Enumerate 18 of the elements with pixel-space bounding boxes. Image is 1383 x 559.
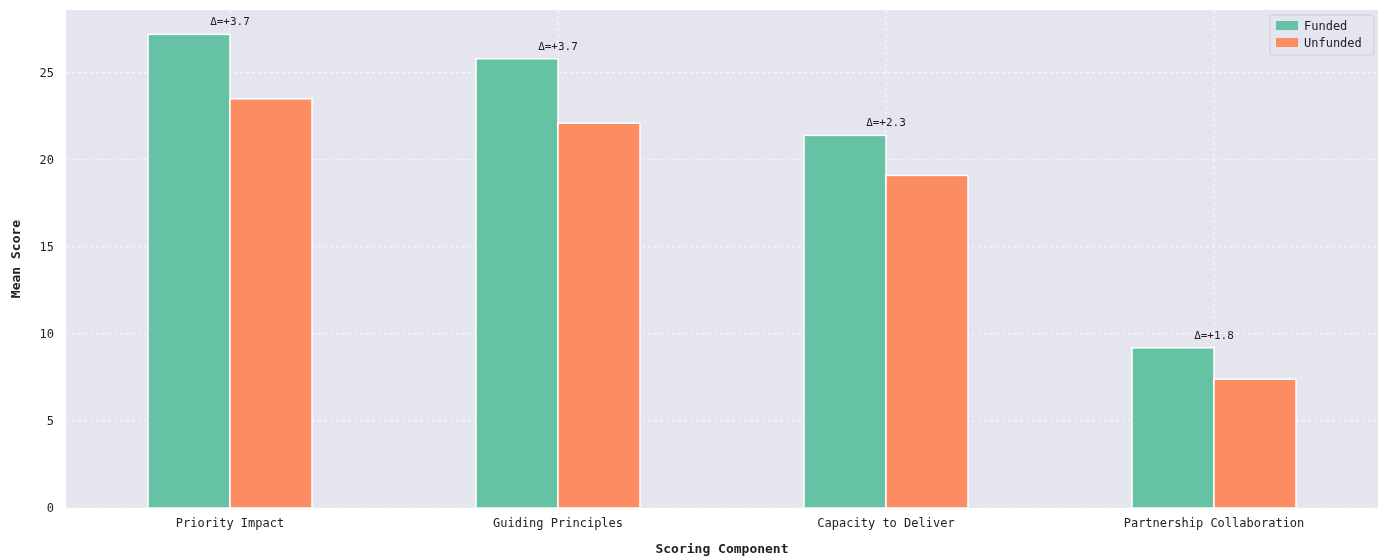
legend-label: Funded bbox=[1304, 19, 1348, 33]
y-tick-label: 5 bbox=[46, 414, 54, 429]
y-tick-label: 10 bbox=[39, 327, 54, 342]
y-tick-label: 25 bbox=[39, 66, 54, 81]
annotation: Δ=+3.7 bbox=[538, 39, 578, 53]
y-tick-label: 15 bbox=[39, 240, 54, 255]
y-tick-label: 20 bbox=[39, 153, 54, 168]
x-tick-label: Priority Impact bbox=[175, 515, 285, 530]
annotation: Δ=+1.8 bbox=[1194, 328, 1234, 342]
x-tick-label: Partnership Collaboration bbox=[1123, 515, 1305, 530]
legend-label: Unfunded bbox=[1304, 36, 1362, 50]
x-tick-label: Guiding Principles bbox=[492, 515, 624, 530]
x-tick-label: Capacity to Deliver bbox=[817, 515, 955, 530]
y-axis-title: Mean Score bbox=[8, 219, 23, 299]
annotation: Δ=+2.3 bbox=[866, 116, 906, 130]
y-tick-label: 0 bbox=[46, 501, 54, 516]
x-axis-title: Scoring Component bbox=[655, 541, 789, 556]
annotation: Δ=+3.7 bbox=[210, 15, 250, 29]
